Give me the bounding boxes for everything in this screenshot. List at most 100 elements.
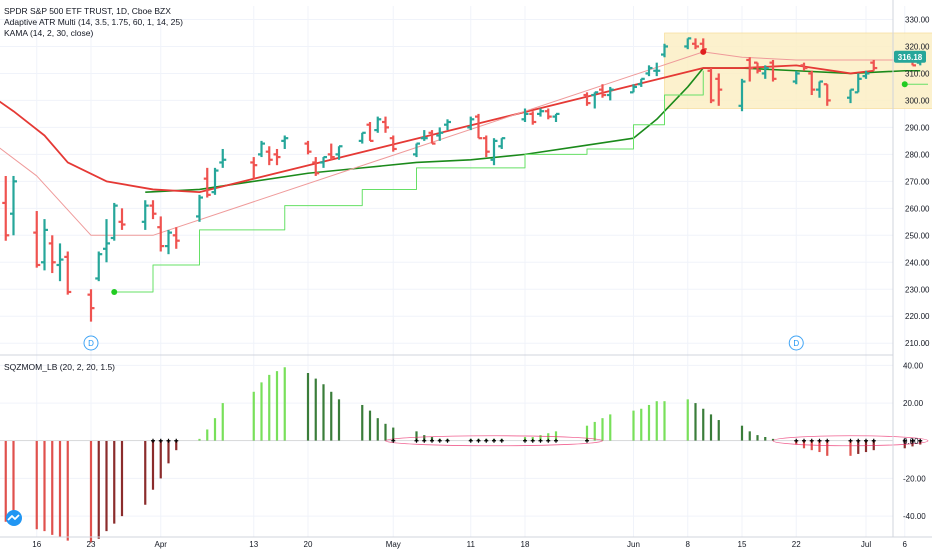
squeeze-cross: [856, 439, 860, 443]
ohlc-bar: [250, 157, 257, 179]
main-legend: SPDR S&P 500 ETF TRUST, 1D, Cboe BZX Ada…: [4, 6, 183, 39]
y-tick-label: 280.00: [905, 150, 930, 159]
y-tick-label: 230.00: [905, 285, 930, 294]
x-tick-label: Apr: [155, 540, 168, 549]
x-tick-label: 11: [467, 540, 476, 549]
squeeze-cross: [546, 439, 550, 443]
y-tick-label: 310.00: [905, 69, 930, 78]
squeeze-cross: [802, 439, 806, 443]
squeeze-cross: [492, 439, 496, 443]
squeeze-cross: [446, 439, 450, 443]
x-tick-label: May: [386, 540, 401, 549]
squeeze-cross: [810, 439, 814, 443]
ohlc-bar: [328, 144, 335, 160]
price-badge-label: 316.18: [898, 53, 923, 62]
ohlc-bar: [491, 138, 498, 165]
y-tick-label: 290.00: [905, 123, 930, 132]
squeeze-cross: [585, 439, 589, 443]
signal-dot: [700, 49, 706, 55]
ohlc-bar: [88, 289, 95, 321]
ohlc-bar: [359, 133, 366, 144]
squeeze-cross: [415, 439, 419, 443]
y-tick-label: 320.00: [905, 42, 930, 51]
ohlc-bar: [653, 63, 660, 76]
y-tick-label: 260.00: [905, 204, 930, 213]
ohlc-bar: [204, 168, 211, 198]
x-tick-label: 8: [686, 540, 691, 549]
squeeze-cross: [167, 439, 171, 443]
sqz-legend[interactable]: SQZMOM_LB (20, 2, 20, 1.5): [4, 362, 115, 373]
signal-dot: [111, 289, 117, 295]
ohlc-bar: [281, 135, 288, 148]
y-tick-label: 300.00: [905, 96, 930, 105]
ohlc-bar: [103, 219, 110, 262]
squeeze-cross: [794, 439, 798, 443]
ohlc-bar: [367, 122, 374, 141]
x-tick-label: 22: [792, 540, 801, 549]
squeeze-cross: [500, 439, 504, 443]
ohlc-bar: [33, 211, 40, 268]
squeeze-cross: [391, 439, 395, 443]
ohlc-bar: [119, 208, 126, 230]
ohlc-bar: [483, 135, 490, 157]
kama-legend[interactable]: KAMA (14, 2, 30, close): [4, 28, 183, 39]
squeeze-cross: [469, 439, 473, 443]
ohlc-bar: [305, 141, 312, 154]
ohlc-bar: [413, 144, 420, 157]
atr-legend[interactable]: Adaptive ATR Multi (14, 3.5, 1.75, 60, 1…: [4, 17, 183, 28]
sqz-legend-wrap: SQZMOM_LB (20, 2, 20, 1.5): [4, 362, 115, 373]
x-tick-label: 20: [304, 540, 313, 549]
chart-title[interactable]: SPDR S&P 500 ETF TRUST, 1D, Cboe BZX: [4, 6, 183, 17]
squeeze-cross: [151, 439, 155, 443]
ohlc-bar: [553, 114, 560, 122]
ohlc-bar: [274, 149, 281, 165]
y-tick-label: 270.00: [905, 177, 930, 186]
ohlc-bar: [529, 111, 536, 124]
y-tick-label: 20.00: [903, 399, 924, 408]
squeeze-cross: [818, 439, 822, 443]
ohlc-bar: [142, 200, 149, 230]
ohlc-bar: [10, 176, 17, 235]
ohlc-bar: [382, 117, 389, 133]
ohlc-bar: [173, 227, 180, 249]
squeeze-cross: [872, 439, 876, 443]
squeeze-cross: [918, 439, 922, 443]
squeeze-cross: [174, 439, 178, 443]
ohlc-bar: [320, 157, 327, 168]
y-tick-label: 40.00: [903, 361, 924, 370]
squeeze-cross: [539, 439, 543, 443]
ohlc-bar: [266, 146, 273, 165]
x-tick-label: Jun: [627, 540, 640, 549]
y-tick-label: 0.00: [903, 437, 919, 446]
event-marker-label: D: [88, 339, 94, 348]
squeeze-cross: [430, 439, 434, 443]
event-marker-label: D: [793, 339, 799, 348]
x-tick-label: 6: [903, 540, 908, 549]
squeeze-cross: [438, 439, 442, 443]
squeeze-cross: [849, 439, 853, 443]
signal-dot: [902, 81, 908, 87]
ohlc-bar: [165, 230, 172, 254]
squeeze-cross: [422, 439, 426, 443]
squeeze-cross: [554, 439, 558, 443]
y-tick-label: 220.00: [905, 312, 930, 321]
y-tick-label: 330.00: [905, 15, 930, 24]
x-tick-label: 16: [32, 540, 41, 549]
x-tick-label: 23: [87, 540, 96, 549]
squeeze-cross: [864, 439, 868, 443]
tradingview-logo-icon[interactable]: [5, 510, 23, 526]
y-tick-label: 250.00: [905, 231, 930, 240]
ohlc-bar: [49, 235, 56, 273]
ohlc-bar: [444, 119, 451, 130]
squeeze-cross: [477, 439, 481, 443]
y-tick-label: -20.00: [903, 474, 926, 483]
x-tick-label: Jul: [861, 540, 871, 549]
ohlc-bar: [219, 149, 226, 168]
ohlc-bar: [545, 109, 552, 120]
squeeze-cross: [531, 439, 535, 443]
squeeze-cross: [825, 439, 829, 443]
y-tick-label: 210.00: [905, 339, 930, 348]
squeeze-cross: [159, 439, 163, 443]
